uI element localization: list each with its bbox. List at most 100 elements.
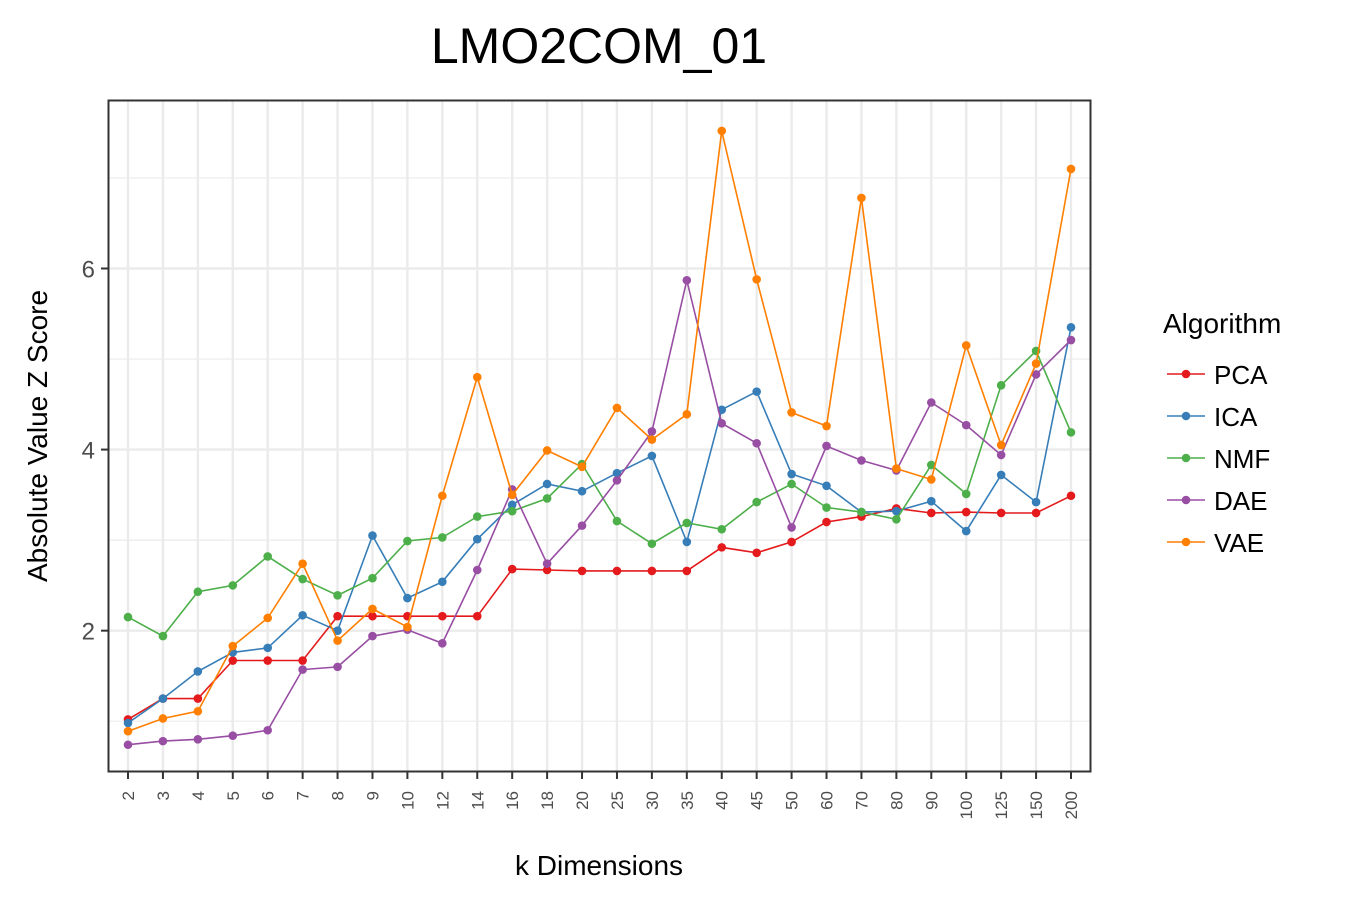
- data-point-ica: [612, 468, 622, 478]
- data-point-nmf: [403, 536, 412, 546]
- data-point-dae: [472, 565, 482, 575]
- data-point-ica: [472, 534, 482, 544]
- data-point-nmf: [228, 581, 238, 590]
- data-point-vae: [438, 491, 447, 501]
- data-point-ica: [822, 481, 831, 491]
- data-point-vae: [996, 440, 1006, 450]
- data-point-ica: [403, 593, 412, 603]
- data-point-vae: [123, 726, 133, 736]
- x-tick-label: 20: [573, 791, 592, 810]
- data-point-pca: [752, 548, 761, 558]
- data-point-dae: [333, 662, 342, 672]
- x-tick-label: 6: [259, 791, 278, 800]
- x-tick-label: 60: [818, 791, 837, 810]
- data-point-dae: [682, 275, 692, 285]
- data-point-nmf: [612, 516, 622, 526]
- data-point-nmf: [298, 574, 307, 584]
- data-point-pca: [1066, 491, 1076, 501]
- data-point-pca: [298, 656, 307, 665]
- data-point-ica: [368, 531, 377, 540]
- data-point-vae: [228, 641, 238, 651]
- data-point-vae: [577, 462, 587, 472]
- data-point-pca: [682, 566, 692, 576]
- x-tick-label: 12: [433, 791, 452, 810]
- data-point-ica: [123, 718, 133, 728]
- data-point-ica: [263, 643, 273, 653]
- x-tick-label: 100: [957, 791, 976, 819]
- data-point-pca: [368, 611, 377, 621]
- data-point-vae: [857, 193, 866, 203]
- data-point-vae: [647, 435, 657, 444]
- data-point-vae: [333, 636, 342, 645]
- data-point-vae: [787, 408, 796, 417]
- data-point-nmf: [996, 380, 1006, 390]
- data-point-ica: [682, 537, 692, 547]
- x-axis-title: k Dimensions: [515, 850, 683, 881]
- series-layer: [123, 126, 1076, 750]
- data-point-dae: [822, 441, 831, 451]
- data-point-vae: [263, 613, 273, 623]
- data-point-nmf: [1066, 428, 1076, 437]
- x-tick-label: 9: [363, 791, 382, 800]
- data-point-nmf: [368, 573, 377, 583]
- data-point-ica: [996, 470, 1006, 480]
- data-point-vae: [926, 475, 936, 484]
- data-point-dae: [717, 419, 727, 428]
- data-point-dae: [996, 450, 1006, 460]
- data-point-pca: [612, 566, 622, 576]
- x-tick-label: 2: [119, 791, 138, 800]
- data-point-ica: [438, 577, 447, 587]
- data-point-nmf: [123, 612, 133, 622]
- legend-title: Algorithm: [1163, 308, 1281, 339]
- series-line-nmf: [127, 349, 1072, 638]
- data-point-ica: [507, 500, 517, 510]
- data-point-vae: [961, 341, 971, 350]
- data-point-dae: [647, 427, 657, 436]
- data-point-ica: [926, 496, 936, 506]
- data-point-nmf: [158, 631, 168, 641]
- chart-title: LMO2COM_01: [431, 18, 767, 74]
- data-point-pca: [787, 537, 796, 547]
- data-point-nmf: [961, 489, 971, 499]
- x-tick-label: 80: [887, 791, 906, 810]
- x-tick-label: 25: [608, 791, 627, 810]
- data-point-ica: [1066, 323, 1076, 332]
- x-tick-label: 40: [713, 791, 732, 810]
- data-point-pca: [333, 611, 342, 621]
- data-point-pca: [996, 508, 1006, 518]
- y-axis-title: Absolute Value Z Score: [22, 290, 53, 582]
- legend-key-point: [1181, 411, 1191, 421]
- x-tick-label: 4: [189, 791, 208, 800]
- data-point-ica: [752, 387, 761, 396]
- x-tick-label: 8: [329, 791, 348, 800]
- data-point-vae: [298, 559, 307, 568]
- data-point-ica: [647, 451, 657, 461]
- data-point-ica: [1031, 497, 1041, 507]
- data-point-vae: [158, 714, 168, 723]
- data-point-dae: [1031, 370, 1041, 379]
- data-point-dae: [1066, 335, 1076, 345]
- data-point-nmf: [717, 524, 727, 534]
- x-tick-label: 200: [1062, 791, 1081, 819]
- legend-label: ICA: [1214, 402, 1258, 432]
- data-point-pca: [1031, 508, 1041, 518]
- minor-gridlines: [109, 177, 1090, 722]
- data-point-dae: [298, 665, 307, 674]
- x-tick-label: 125: [992, 791, 1011, 819]
- x-tick-label: 16: [503, 791, 522, 810]
- data-point-pca: [472, 611, 482, 621]
- data-point-ica: [577, 486, 587, 496]
- data-point-pca: [228, 656, 238, 665]
- data-point-vae: [368, 604, 377, 614]
- data-point-nmf: [892, 514, 901, 524]
- data-point-vae: [472, 372, 482, 382]
- data-point-dae: [961, 420, 971, 430]
- series-line-dae: [127, 280, 1072, 746]
- data-point-nmf: [472, 512, 482, 521]
- data-point-pca: [961, 507, 971, 517]
- x-tick-label: 45: [748, 791, 767, 810]
- data-point-dae: [438, 639, 447, 648]
- data-point-ica: [787, 469, 796, 479]
- data-point-nmf: [647, 539, 657, 549]
- legend-key-point: [1181, 453, 1191, 463]
